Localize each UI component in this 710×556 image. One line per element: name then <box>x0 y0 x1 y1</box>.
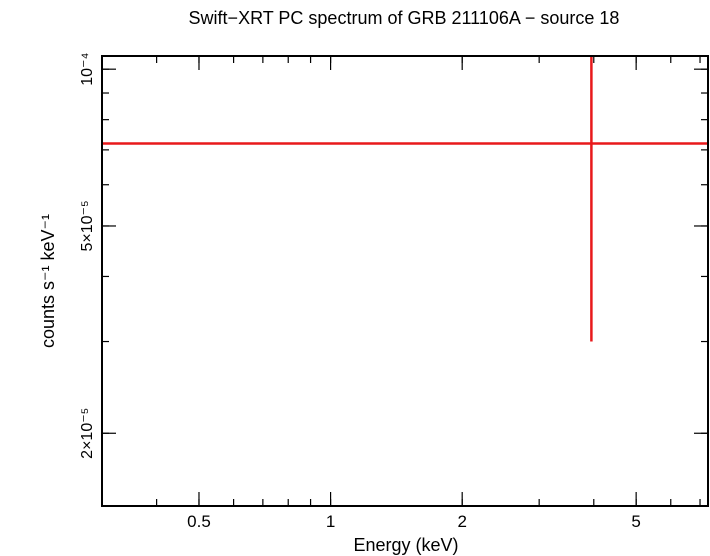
x-tick-label: 0.5 <box>187 512 211 531</box>
chart-title: Swift−XRT PC spectrum of GRB 211106A − s… <box>189 8 620 28</box>
y-tick-label: 5×10⁻⁵ <box>79 200 96 251</box>
axis-ticks <box>101 56 708 506</box>
x-tick-label: 2 <box>457 512 466 531</box>
plot-frame <box>101 55 709 507</box>
axis-tick-labels: 0.5 1 2 5 2×10⁻⁵ 5×10⁻⁵ 10⁻⁴ <box>79 53 641 531</box>
y-tick-label: 2×10⁻⁵ <box>79 408 96 459</box>
data-point <box>102 56 708 342</box>
y-axis-label: counts s⁻¹ keV⁻¹ <box>38 214 58 348</box>
x-tick-label: 1 <box>326 512 335 531</box>
x-tick-label: 5 <box>631 512 640 531</box>
x-axis-label: Energy (keV) <box>353 535 458 555</box>
data-series <box>102 56 708 342</box>
y-tick-label: 10⁻⁴ <box>79 53 96 86</box>
